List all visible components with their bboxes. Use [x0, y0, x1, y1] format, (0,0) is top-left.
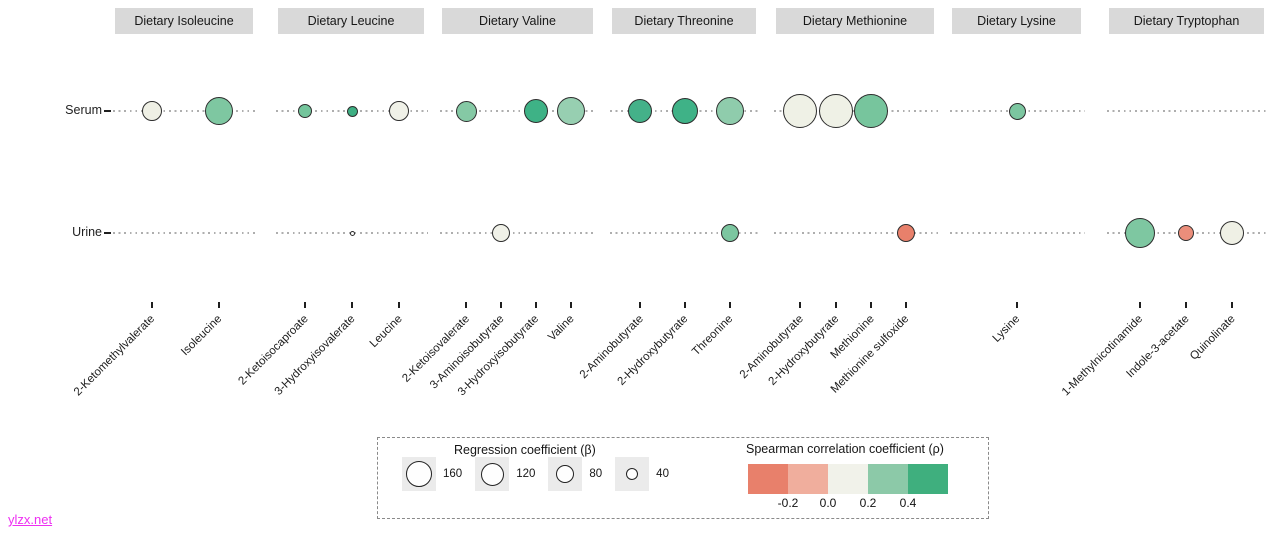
x-axis-tick	[684, 302, 686, 308]
data-bubble	[205, 97, 233, 125]
x-axis-tick	[465, 302, 467, 308]
size-legend-key	[548, 457, 583, 491]
x-axis-tick	[500, 302, 502, 308]
facet-header: Dietary Leucine	[278, 8, 424, 34]
dotted-gridline	[1107, 110, 1268, 112]
x-axis-tick	[570, 302, 572, 308]
data-bubble	[346, 105, 358, 117]
urine-axis-tick	[104, 232, 111, 234]
facet-header: Dietary Threonine	[612, 8, 756, 34]
x-axis-label: Lysine	[990, 313, 1023, 345]
data-bubble	[1125, 218, 1155, 248]
dotted-gridline	[113, 110, 257, 112]
facet-header: Dietary Tryptophan	[1109, 8, 1264, 34]
dotted-gridline	[113, 232, 257, 234]
size-legend-value: 80	[589, 468, 603, 480]
size-legend-items: 160 120 80 40	[402, 457, 675, 491]
size-legend-key	[475, 457, 510, 491]
x-axis-tick	[351, 302, 353, 308]
data-bubble	[721, 224, 739, 242]
size-legend-circle	[556, 465, 575, 483]
x-axis-tick	[535, 302, 537, 308]
size-legend-value: 40	[656, 468, 669, 480]
x-axis-label: 1-Methylnicotinamide	[1060, 313, 1146, 399]
colorbar-tick-label: -0.2	[777, 496, 799, 510]
dotted-gridline	[610, 232, 760, 234]
size-legend-value: 120	[516, 468, 536, 480]
data-bubble	[298, 104, 312, 118]
data-bubble	[142, 101, 162, 121]
facet-header: Dietary Valine	[442, 8, 593, 34]
data-bubble	[672, 98, 698, 124]
data-bubble	[557, 97, 585, 125]
x-axis-tick	[905, 302, 907, 308]
data-bubble	[628, 99, 652, 123]
size-legend-circle	[626, 468, 639, 480]
x-axis-tick	[729, 302, 731, 308]
data-bubble	[389, 101, 409, 121]
size-legend-value: 160	[443, 468, 463, 480]
x-axis-tick	[304, 302, 306, 308]
x-axis-tick	[218, 302, 220, 308]
dotted-gridline	[950, 232, 1085, 234]
x-axis-label: Threonine	[690, 313, 736, 359]
size-legend-circle	[480, 462, 504, 486]
x-axis-tick	[398, 302, 400, 308]
serum-axis-tick	[104, 110, 111, 112]
data-bubble	[1220, 221, 1244, 245]
color-legend-title: Spearman correlation coefficient (ρ)	[746, 442, 944, 456]
x-axis-label: 2-Aminobutyrate	[737, 313, 806, 382]
dotted-gridline	[774, 232, 938, 234]
colorbar-segment	[908, 464, 948, 494]
watermark-link[interactable]: ylzx.net	[8, 512, 53, 527]
colorbar-tick-label: 0.0	[819, 496, 837, 510]
color-legend-bar	[748, 464, 948, 494]
facet-header: Dietary Isoleucine	[115, 8, 253, 34]
x-axis-tick	[870, 302, 872, 308]
dotted-gridline	[440, 232, 597, 234]
size-legend-key	[615, 457, 650, 491]
data-bubble	[897, 224, 915, 242]
x-axis-tick	[1185, 302, 1187, 308]
size-legend-circle	[406, 461, 432, 487]
x-axis-tick	[835, 302, 837, 308]
x-axis-label: Quinolinate	[1187, 313, 1238, 363]
size-legend-key	[402, 457, 436, 491]
row-label-urine: Urine	[72, 225, 102, 239]
colorbar-tick-label: 0.4	[899, 496, 917, 510]
facet-header: Dietary Methionine	[776, 8, 934, 34]
colorbar-segment	[828, 464, 868, 494]
colorbar-segment	[788, 464, 828, 494]
colorbar-tick-label: 0.2	[859, 496, 877, 510]
data-bubble	[716, 97, 744, 125]
x-axis-label: 3-Hydroxyisovalerate	[272, 313, 358, 398]
data-bubble	[854, 94, 888, 128]
x-axis-tick	[151, 302, 153, 308]
data-bubble	[783, 94, 817, 128]
colorbar-segment	[868, 464, 908, 494]
x-axis-tick	[1231, 302, 1233, 308]
dotted-gridline	[440, 110, 597, 112]
x-axis-tick	[1016, 302, 1018, 308]
x-axis-label: 2-Ketomethylvalerate	[72, 313, 158, 399]
x-axis-label: Leucine	[367, 313, 405, 350]
x-axis-tick	[1139, 302, 1141, 308]
data-bubble	[819, 94, 853, 128]
data-bubble	[492, 224, 510, 242]
data-bubble	[524, 99, 548, 123]
data-bubble	[1008, 102, 1026, 120]
data-bubble	[455, 100, 477, 122]
colorbar-segment	[748, 464, 788, 494]
row-label-serum: Serum	[65, 103, 102, 117]
x-axis-tick	[639, 302, 641, 308]
x-axis-tick	[799, 302, 801, 308]
data-bubble	[1178, 225, 1194, 241]
data-bubble	[349, 230, 355, 236]
legend-box: Regression coefficient (β) 160 120 80 40 Sp…	[377, 437, 989, 519]
x-axis-label: Valine	[545, 313, 577, 344]
x-axis-label: Isoleucine	[179, 313, 225, 359]
facet-header: Dietary Lysine	[952, 8, 1081, 34]
size-legend-title: Regression coefficient (β)	[454, 443, 596, 457]
